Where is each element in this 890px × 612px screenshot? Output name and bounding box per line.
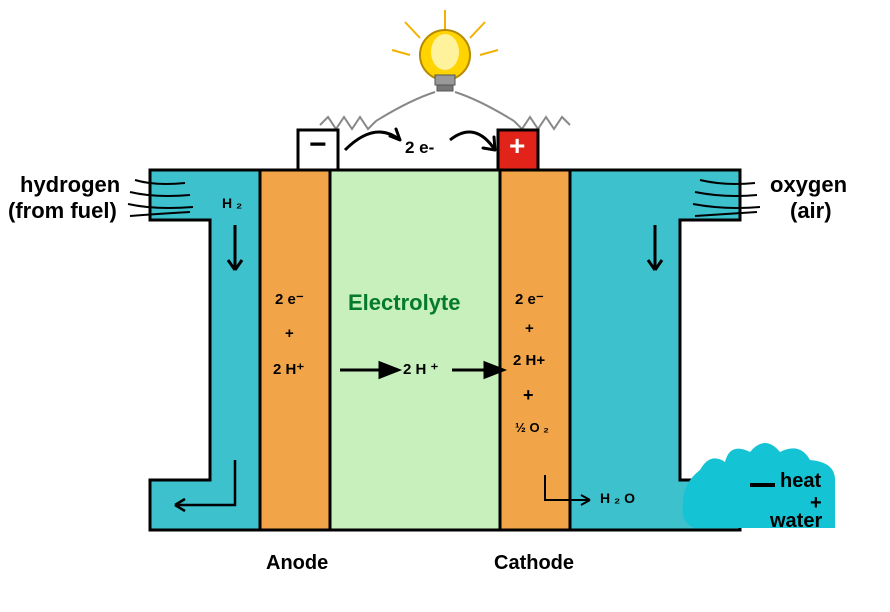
terminal-positive-text: + bbox=[509, 130, 525, 162]
terminal-negative-text: − bbox=[309, 128, 327, 162]
oxygen-label-1: oxygen bbox=[770, 172, 847, 198]
lightbulb-icon bbox=[420, 30, 470, 91]
anode-bar bbox=[260, 170, 330, 530]
electrolyte-bar bbox=[330, 170, 500, 530]
wire-left bbox=[320, 92, 435, 129]
hydrogen-label-2: (from fuel) bbox=[8, 198, 117, 224]
cathode-eq2: + bbox=[525, 320, 534, 337]
anode-eq2: + bbox=[285, 325, 294, 342]
cathode-eq5: ½ O ₂ bbox=[515, 420, 549, 435]
protons-mid-label: 2 H ⁺ bbox=[403, 360, 438, 378]
anode-label: Anode bbox=[266, 552, 328, 575]
heat-label-1: heat bbox=[780, 470, 821, 493]
electrons-top-label: 2 e- bbox=[405, 138, 434, 158]
heat-label-3: water bbox=[770, 510, 822, 533]
cathode-label: Cathode bbox=[494, 552, 574, 575]
hydrogen-label-1: hydrogen bbox=[20, 172, 120, 198]
h2o-label: H ₂ O bbox=[600, 490, 635, 506]
hydrogen-channel bbox=[150, 170, 260, 530]
cathode-eq3: 2 H+ bbox=[513, 352, 545, 369]
h2-label: H ₂ bbox=[222, 195, 242, 211]
cathode-eq1: 2 e⁻ bbox=[515, 290, 544, 308]
wire-right bbox=[455, 92, 570, 129]
cathode-bar bbox=[500, 170, 570, 530]
cathode-eq4: + bbox=[523, 385, 534, 406]
anode-eq3: 2 H⁺ bbox=[273, 360, 304, 378]
electrolyte-label: Electrolyte bbox=[348, 290, 461, 316]
anode-eq1: 2 e⁻ bbox=[275, 290, 304, 308]
oxygen-label-2: (air) bbox=[790, 198, 832, 224]
